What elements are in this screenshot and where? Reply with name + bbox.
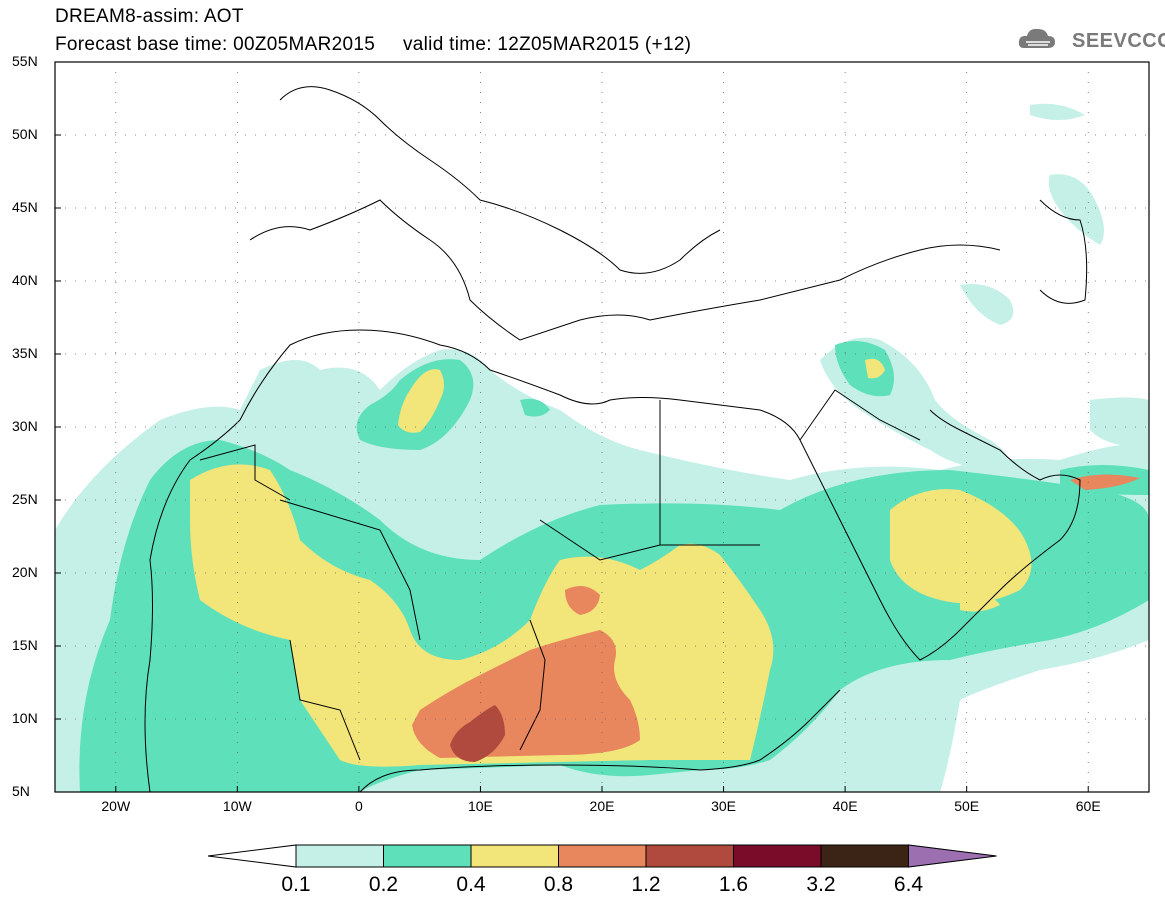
lon-label: 0: [354, 798, 363, 814]
coastlines: [144, 86, 1088, 792]
lat-label: 5N: [12, 783, 30, 799]
lon-label: 20W: [101, 798, 131, 814]
lat-label: 20N: [12, 564, 38, 580]
colorbar-level-label: 3.2: [806, 873, 836, 896]
colorbar-level-label: 0.8: [543, 873, 574, 896]
aot-contour-1.2: [450, 705, 505, 762]
aot-contour-0.1f: [1090, 397, 1149, 446]
lat-label: 35N: [12, 345, 38, 361]
colorbar-box: [470, 844, 559, 868]
lat-label: 55N: [12, 53, 38, 69]
lon-label: 30E: [711, 798, 737, 814]
aot-contour-0.4d: [865, 358, 885, 379]
colorbar-level-label: 0.1: [281, 873, 311, 896]
cloud-logo-icon: [1018, 28, 1055, 48]
colorbar-max-arrow: [908, 844, 997, 868]
colorbar-level-label: 1.2: [631, 873, 661, 896]
colorbar-min-arrow: [207, 844, 297, 868]
aot-contour-0.1c: [960, 284, 1014, 325]
logo-text: SEEVCCC: [1072, 30, 1165, 52]
chart-subtitle: Forecast base time: 00Z05MAR2015 valid t…: [55, 34, 692, 55]
lat-label: 50N: [12, 126, 38, 142]
lat-label: 40N: [12, 272, 38, 288]
aot-contour-0.8c: [1070, 474, 1140, 490]
aot-contour-0.4c: [890, 489, 1032, 604]
lat-label: 30N: [12, 418, 38, 434]
colorbar-box: [558, 844, 647, 868]
colorbar-box: [820, 844, 909, 868]
aot-contour-0.2c: [835, 341, 894, 397]
lon-label: 50E: [954, 798, 980, 814]
colorbar-box: [733, 844, 822, 868]
colorbar-box: [645, 844, 734, 868]
colorbar-level-label: 1.6: [718, 873, 749, 896]
aot-contour-0.1e: [1030, 103, 1085, 120]
colorbar-level-label: 0.2: [368, 873, 399, 896]
lon-label: 10E: [467, 798, 493, 814]
colorbar-level-label: 0.4: [456, 873, 486, 896]
colorbar-level-label: 6.4: [893, 873, 924, 896]
aot-contour-0.8b: [565, 586, 600, 615]
colorbar-box: [295, 844, 384, 868]
lat-label: 15N: [12, 637, 38, 653]
chart-title: DREAM8-assim: AOT: [55, 6, 244, 27]
lon-label: 10W: [222, 798, 252, 814]
graticule: [55, 61, 1149, 793]
aot-field: [55, 103, 1149, 792]
lon-label: 20E: [589, 798, 615, 814]
colorbar-box: [383, 844, 472, 868]
aot-contour-0.1d: [1048, 174, 1104, 245]
colorbar: [207, 844, 997, 868]
aot-contour-0.4b: [398, 369, 444, 433]
lon-label: 60E: [1075, 798, 1101, 814]
aot-contour-0.4: [190, 464, 774, 767]
lat-label: 25N: [12, 491, 38, 507]
lat-label: 10N: [12, 710, 38, 726]
lon-label: 40E: [832, 798, 858, 814]
aot-contour-0.2d: [520, 398, 550, 417]
lat-label: 45N: [12, 199, 38, 215]
